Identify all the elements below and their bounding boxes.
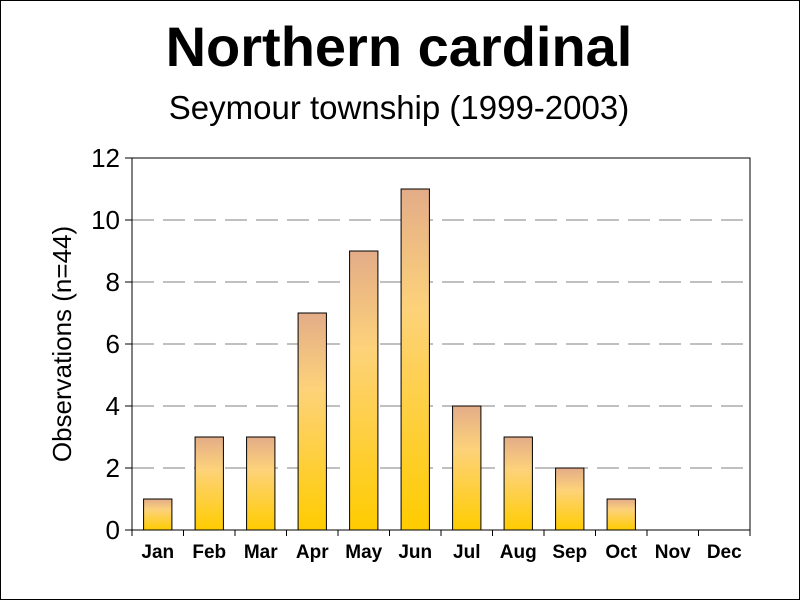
x-tick-label: Sep	[552, 542, 587, 563]
bar-sep	[555, 467, 585, 531]
plot-area	[131, 157, 751, 531]
bar-jan	[143, 498, 173, 531]
x-tick-label: Aug	[500, 542, 537, 563]
x-tick-label: Nov	[655, 542, 691, 563]
x-tick-label: Jan	[141, 542, 174, 563]
x-tick-label: Dec	[707, 542, 742, 563]
y-tick-label: 2	[106, 453, 120, 483]
y-tick-label: 0	[106, 515, 120, 545]
bars	[143, 188, 636, 531]
bar-feb	[194, 436, 224, 531]
x-tick-label: Oct	[605, 542, 637, 563]
bar-mar	[246, 436, 276, 531]
y-tick-label: 10	[91, 205, 120, 235]
bar-may	[349, 250, 379, 531]
y-tick-label: 12	[91, 143, 120, 173]
x-tick-label: Mar	[244, 542, 278, 563]
bar-jul	[452, 405, 482, 531]
bar-oct	[606, 498, 636, 531]
bar-jun	[400, 188, 430, 531]
x-axis: Jan Feb Mar Apr May Jun Jul Aug Sep Oct Nov Dec	[131, 530, 751, 563]
y-axis-label: Observations (n=44)	[47, 226, 77, 462]
y-tick-label: 8	[106, 267, 120, 297]
x-tick-label: May	[345, 542, 382, 563]
chart-title: Northern cardinal	[166, 15, 633, 78]
chart-subtitle: Seymour township (1999-2003)	[169, 89, 629, 126]
x-tick-label: Apr	[296, 542, 329, 563]
bar-apr	[297, 312, 327, 531]
x-tick-label: Feb	[192, 542, 226, 563]
y-axis: 0 2 4 6 8 10 12	[91, 143, 132, 545]
bar-aug	[503, 436, 533, 531]
x-tick-label: Jun	[398, 542, 432, 563]
x-tick-label: Jul	[453, 542, 480, 563]
y-tick-label: 6	[106, 329, 120, 359]
y-tick-label: 4	[106, 391, 120, 421]
gridlines	[132, 219, 750, 469]
